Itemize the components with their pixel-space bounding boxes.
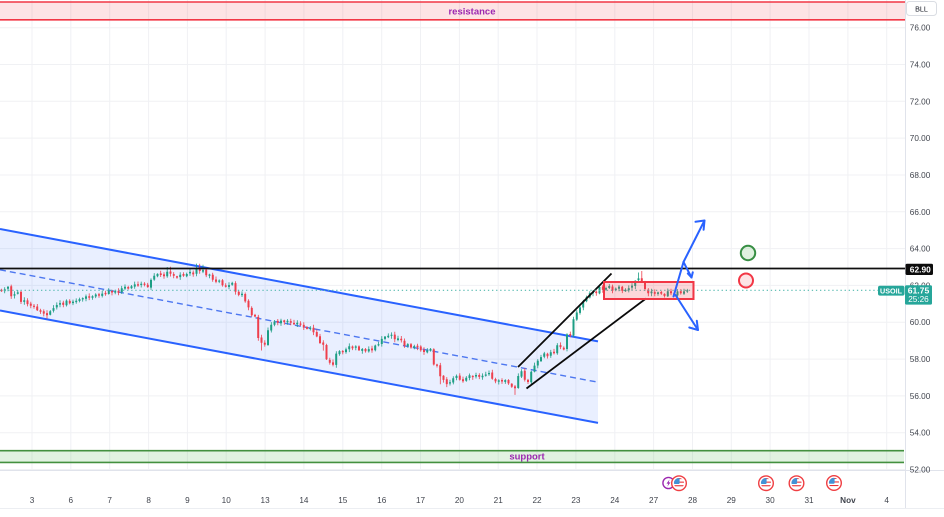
svg-text:70.00: 70.00 [910, 134, 931, 143]
svg-text:13: 13 [261, 496, 271, 505]
svg-text:3: 3 [30, 496, 35, 505]
svg-text:31: 31 [804, 496, 814, 505]
svg-text:20: 20 [455, 496, 465, 505]
svg-text:8: 8 [146, 496, 151, 505]
svg-text:22: 22 [532, 496, 542, 505]
svg-text:Nov: Nov [840, 496, 856, 505]
svg-text:30: 30 [766, 496, 776, 505]
svg-text:support: support [509, 452, 545, 463]
svg-text:24: 24 [610, 496, 620, 505]
svg-text:23: 23 [571, 496, 581, 505]
svg-text:25:26: 25:26 [908, 295, 929, 304]
svg-text:28: 28 [688, 496, 698, 505]
svg-text:14: 14 [299, 496, 309, 505]
svg-text:6: 6 [69, 496, 74, 505]
svg-text:52.00: 52.00 [910, 466, 931, 475]
svg-text:72.00: 72.00 [910, 97, 931, 106]
svg-text:64.00: 64.00 [910, 245, 931, 254]
svg-text:17: 17 [416, 496, 426, 505]
svg-text:15: 15 [338, 496, 348, 505]
svg-text:9: 9 [185, 496, 190, 505]
svg-text:USOIL: USOIL [880, 287, 903, 296]
svg-text:4: 4 [884, 496, 889, 505]
svg-text:54.00: 54.00 [910, 429, 931, 438]
svg-text:58.00: 58.00 [910, 355, 931, 364]
svg-text:76.00: 76.00 [910, 24, 931, 33]
svg-text:60.00: 60.00 [910, 318, 931, 327]
svg-text:66.00: 66.00 [910, 208, 931, 217]
svg-text:62.90: 62.90 [910, 264, 931, 274]
svg-text:74.00: 74.00 [910, 61, 931, 70]
svg-text:68.00: 68.00 [910, 171, 931, 180]
svg-text:16: 16 [377, 496, 387, 505]
svg-text:61.75: 61.75 [908, 286, 930, 296]
svg-text:resistance: resistance [448, 7, 495, 18]
svg-text:7: 7 [107, 496, 112, 505]
svg-text:BLL: BLL [915, 5, 928, 14]
svg-text:27: 27 [649, 496, 659, 505]
svg-text:21: 21 [494, 496, 504, 505]
svg-text:10: 10 [222, 496, 232, 505]
svg-text:56.00: 56.00 [910, 392, 931, 401]
svg-text:29: 29 [727, 496, 737, 505]
